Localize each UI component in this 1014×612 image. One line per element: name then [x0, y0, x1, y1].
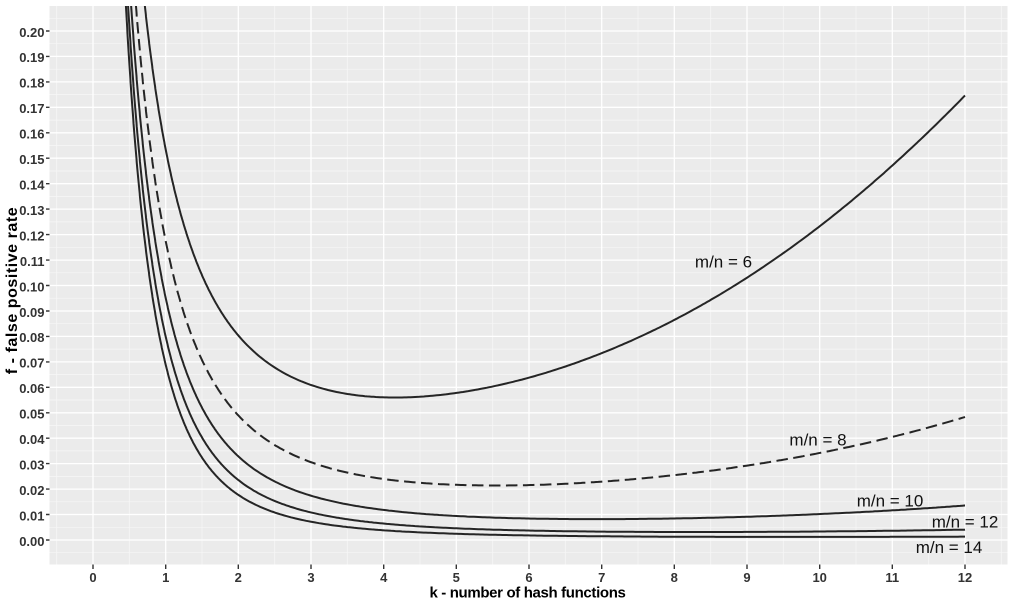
svg-text:k - number of hash functions: k - number of hash functions [429, 585, 625, 602]
svg-text:3: 3 [307, 570, 314, 585]
svg-text:0.07: 0.07 [19, 356, 44, 371]
svg-text:5: 5 [453, 570, 460, 585]
svg-text:2: 2 [235, 570, 242, 585]
svg-text:1: 1 [162, 570, 169, 585]
svg-text:0: 0 [89, 570, 96, 585]
svg-text:10: 10 [812, 570, 826, 585]
svg-text:0.05: 0.05 [19, 407, 44, 422]
svg-text:0.13: 0.13 [19, 203, 44, 218]
svg-text:0.17: 0.17 [19, 101, 44, 116]
svg-text:0.09: 0.09 [19, 305, 44, 320]
svg-text:0.03: 0.03 [19, 457, 44, 472]
svg-text:0.04: 0.04 [19, 432, 45, 447]
svg-text:9: 9 [743, 570, 750, 585]
svg-text:8: 8 [671, 570, 678, 585]
svg-text:m/n = 6: m/n = 6 [695, 253, 752, 272]
svg-text:0.11: 0.11 [20, 254, 45, 269]
svg-text:m/n = 14: m/n = 14 [916, 538, 983, 557]
svg-text:m/n = 10: m/n = 10 [857, 492, 924, 511]
svg-text:0.02: 0.02 [19, 483, 44, 498]
svg-text:0.19: 0.19 [19, 50, 44, 65]
svg-text:0.10: 0.10 [19, 279, 44, 294]
svg-text:m/n = 8: m/n = 8 [789, 431, 846, 450]
svg-text:f - false positive rate: f - false positive rate [4, 207, 21, 374]
svg-text:0.14: 0.14 [19, 178, 45, 193]
svg-text:6: 6 [525, 570, 532, 585]
svg-text:11: 11 [885, 570, 899, 585]
svg-text:0.15: 0.15 [19, 152, 44, 167]
svg-text:12: 12 [958, 570, 972, 585]
svg-text:0.20: 0.20 [19, 25, 44, 40]
svg-text:0.06: 0.06 [19, 381, 44, 396]
svg-text:0.16: 0.16 [19, 127, 44, 142]
svg-text:0.08: 0.08 [19, 330, 44, 345]
svg-text:7: 7 [598, 570, 605, 585]
svg-text:0.01: 0.01 [19, 508, 44, 523]
svg-text:0.00: 0.00 [19, 534, 44, 549]
svg-text:0.12: 0.12 [19, 228, 44, 243]
svg-text:m/n = 12: m/n = 12 [932, 513, 999, 532]
svg-text:0.18: 0.18 [19, 76, 44, 91]
svg-text:4: 4 [380, 570, 388, 585]
